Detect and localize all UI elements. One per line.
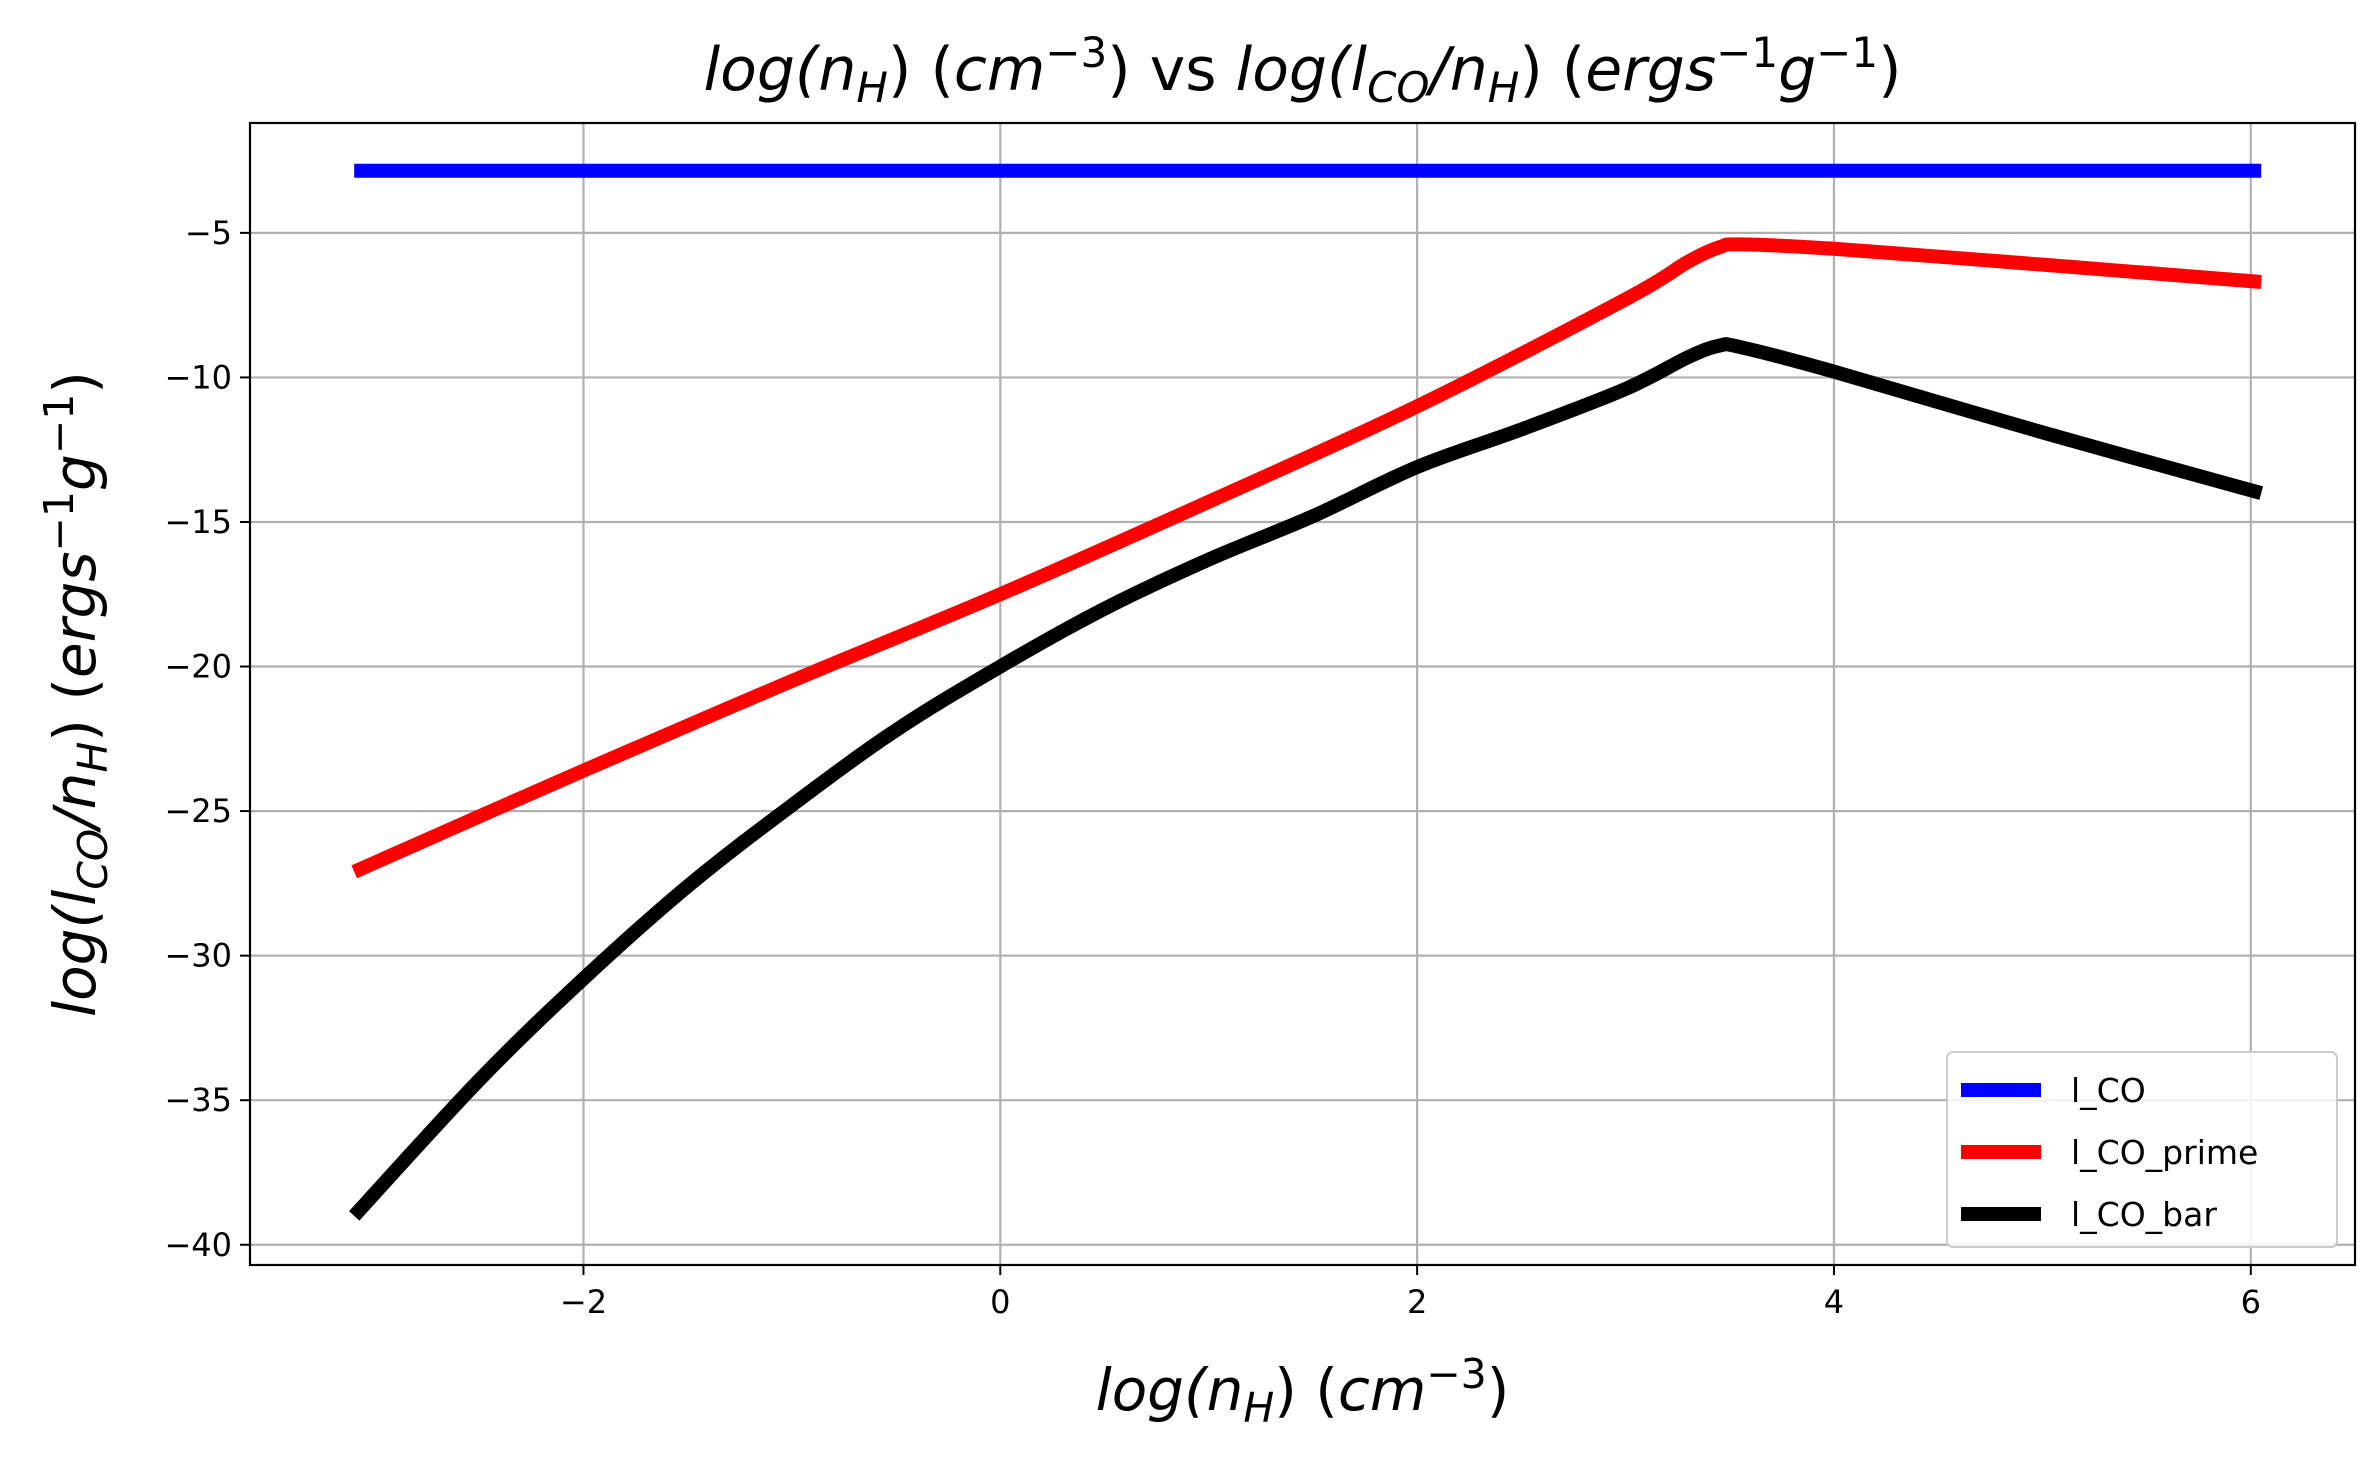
x-tick-label: 2 xyxy=(1407,1283,1427,1321)
y-tick-label: −35 xyxy=(164,1081,232,1119)
x-tick-label: −2 xyxy=(560,1283,607,1321)
legend-label: l_CO_bar xyxy=(2071,1195,2217,1234)
y-tick-label: −30 xyxy=(164,937,232,975)
x-tick-label: 6 xyxy=(2241,1283,2261,1321)
plot-frame xyxy=(248,121,2357,1267)
axis-ticks: −2 0 2 4 6−40−35−30−25−20−15−10−5 xyxy=(164,214,2261,1321)
plot-lines xyxy=(349,163,2264,1221)
x-tick-label: 0 xyxy=(990,1283,1010,1321)
y-tick-label: −20 xyxy=(164,648,232,686)
series-line-l-co-prime xyxy=(351,237,2262,879)
y-tick-label: −10 xyxy=(164,358,232,396)
y-tick-label: −15 xyxy=(164,503,232,541)
legend-label: l_CO_prime xyxy=(2071,1133,2258,1172)
x-tick-label: 4 xyxy=(1824,1283,1844,1321)
x-axis-label: log(nH) (cm−3) xyxy=(1096,1350,1510,1432)
legend: l_CO l_CO_prime l_CO_bar xyxy=(1946,1051,2338,1248)
y-axis-label: log(lCO/nH) (ergs−1g−1) xyxy=(35,371,117,1017)
y-tick-label: −5 xyxy=(185,214,232,252)
legend-label: l_CO xyxy=(2071,1071,2146,1110)
y-tick-label: −25 xyxy=(164,792,232,830)
legend-box xyxy=(1946,1051,2338,1248)
chart-title: log(nH) (cm−3) vs log(lCO/nH) (ergs−1g−1… xyxy=(703,28,1901,112)
y-tick-label: −40 xyxy=(164,1226,232,1264)
series-line-l-co-bar xyxy=(349,337,2264,1221)
